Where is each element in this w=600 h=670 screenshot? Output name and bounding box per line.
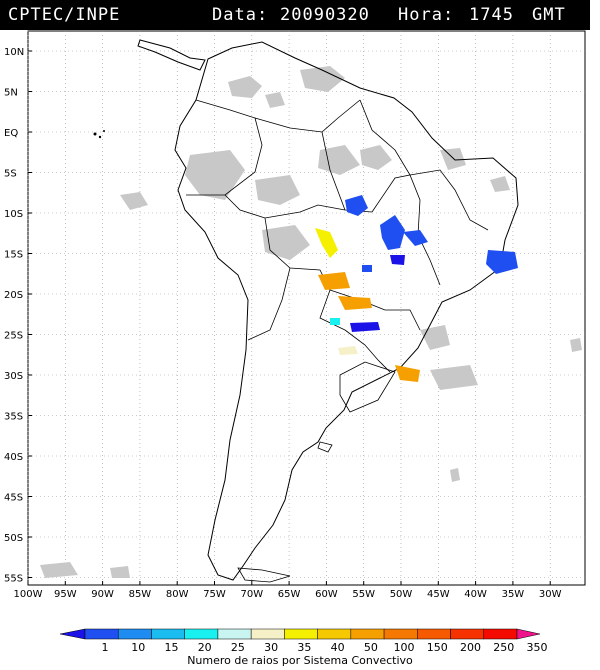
southern-islands [237,441,333,583]
title-bar: CPTEC/INPE Data: 20090320 Hora: 1745 GMT [0,0,590,30]
lon-label: 35W [502,589,525,600]
lon-label: 55W [352,589,375,600]
colorbar-value: 250 [493,641,514,654]
lat-label: 5N [4,88,18,99]
colorbar-value: 35 [297,641,311,654]
lat-label: 25S [4,331,23,342]
latitude-labels: 10N 5N EQ 5S 10S 15S 20S 25S 30S 35S 40S 45S 50S 55S [4,47,24,585]
colorbar-value: 20 [198,641,212,654]
longitude-labels: 100W 95W 90W 85W 80W 75W 70W 65W 60W 55W 50W 45W 40W… [14,589,562,600]
colorbar-value: 40 [331,641,345,654]
colorbar-segment [450,628,485,640]
country-borders [186,99,489,413]
galapagos-islands [93,130,105,139]
lat-label: 20S [4,290,23,301]
colorbar-segment [284,628,318,640]
lon-label: 85W [129,589,152,600]
lon-label: 70W [240,589,263,600]
colorbar-value: 1 [102,641,109,654]
lon-label: 100W [14,589,43,600]
colorbar-value: 350 [527,641,548,654]
colorbar-labels: 1 10 15 20 25 30 35 40 50 100 150 200 250 350 [102,641,548,654]
lon-label: 65W [278,589,301,600]
lat-label: 45S [4,493,23,504]
colorbar-segment [250,628,285,640]
colorbar-value: 25 [231,641,245,654]
lon-label: 90W [91,589,114,600]
colorbar-segment [317,628,352,640]
lat-label: 50S [4,533,23,544]
lon-label: 80W [166,589,189,600]
lon-label: 50W [390,589,413,600]
colorbar-segment [350,628,385,640]
colorbar-segment [151,628,185,640]
colorbar-value: 150 [427,641,448,654]
central-america-coast [137,39,206,71]
colorbar-value: 50 [364,641,378,654]
lon-label: 95W [54,589,77,600]
continent-coastline [174,41,519,581]
lat-label: 30S [4,371,23,382]
colorbar-value: 10 [131,641,145,654]
convective-systems [315,195,518,382]
map-frame [27,30,586,586]
colorbar-value: 15 [164,641,178,654]
lon-label: 45W [427,589,450,600]
colorbar-arrow-high [516,628,541,640]
colorbar-segment [184,628,219,640]
lon-label: 30W [539,589,562,600]
lat-label: 5S [4,169,17,180]
colorbar-value: 100 [394,641,415,654]
colorbar-segment [84,628,119,640]
colorbar-segment [383,628,418,640]
time-value: 1745 [469,5,514,25]
lon-label: 40W [464,589,487,600]
lat-label: 15S [4,250,23,261]
colorbar [59,628,541,640]
date-value: 20090320 [280,5,370,25]
colorbar-title: Numero de raios por Sistema Convectivo [187,654,413,667]
timezone-label: GMT [532,5,566,25]
colorbar-arrow-low [59,628,86,640]
lat-label: 35S [4,412,23,423]
colorbar-segment [483,628,518,640]
lat-label: 40S [4,452,23,463]
lat-label: 10N [4,47,24,58]
date-label: Data: [212,5,269,25]
lon-label: 60W [315,589,338,600]
time-label: Hora: [398,5,455,25]
lat-label: 55S [4,574,23,585]
colorbar-segment [217,628,252,640]
colorbar-value: 30 [264,641,278,654]
lon-label: 75W [203,589,226,600]
lat-label: EQ [4,128,18,139]
colorbar-segment [417,628,451,640]
colorbar-value: 200 [460,641,481,654]
colorbar-segment [117,628,152,640]
agency-label: CPTEC/INPE [8,5,121,25]
cloud-cover [40,66,582,578]
lat-label: 10S [4,209,23,220]
